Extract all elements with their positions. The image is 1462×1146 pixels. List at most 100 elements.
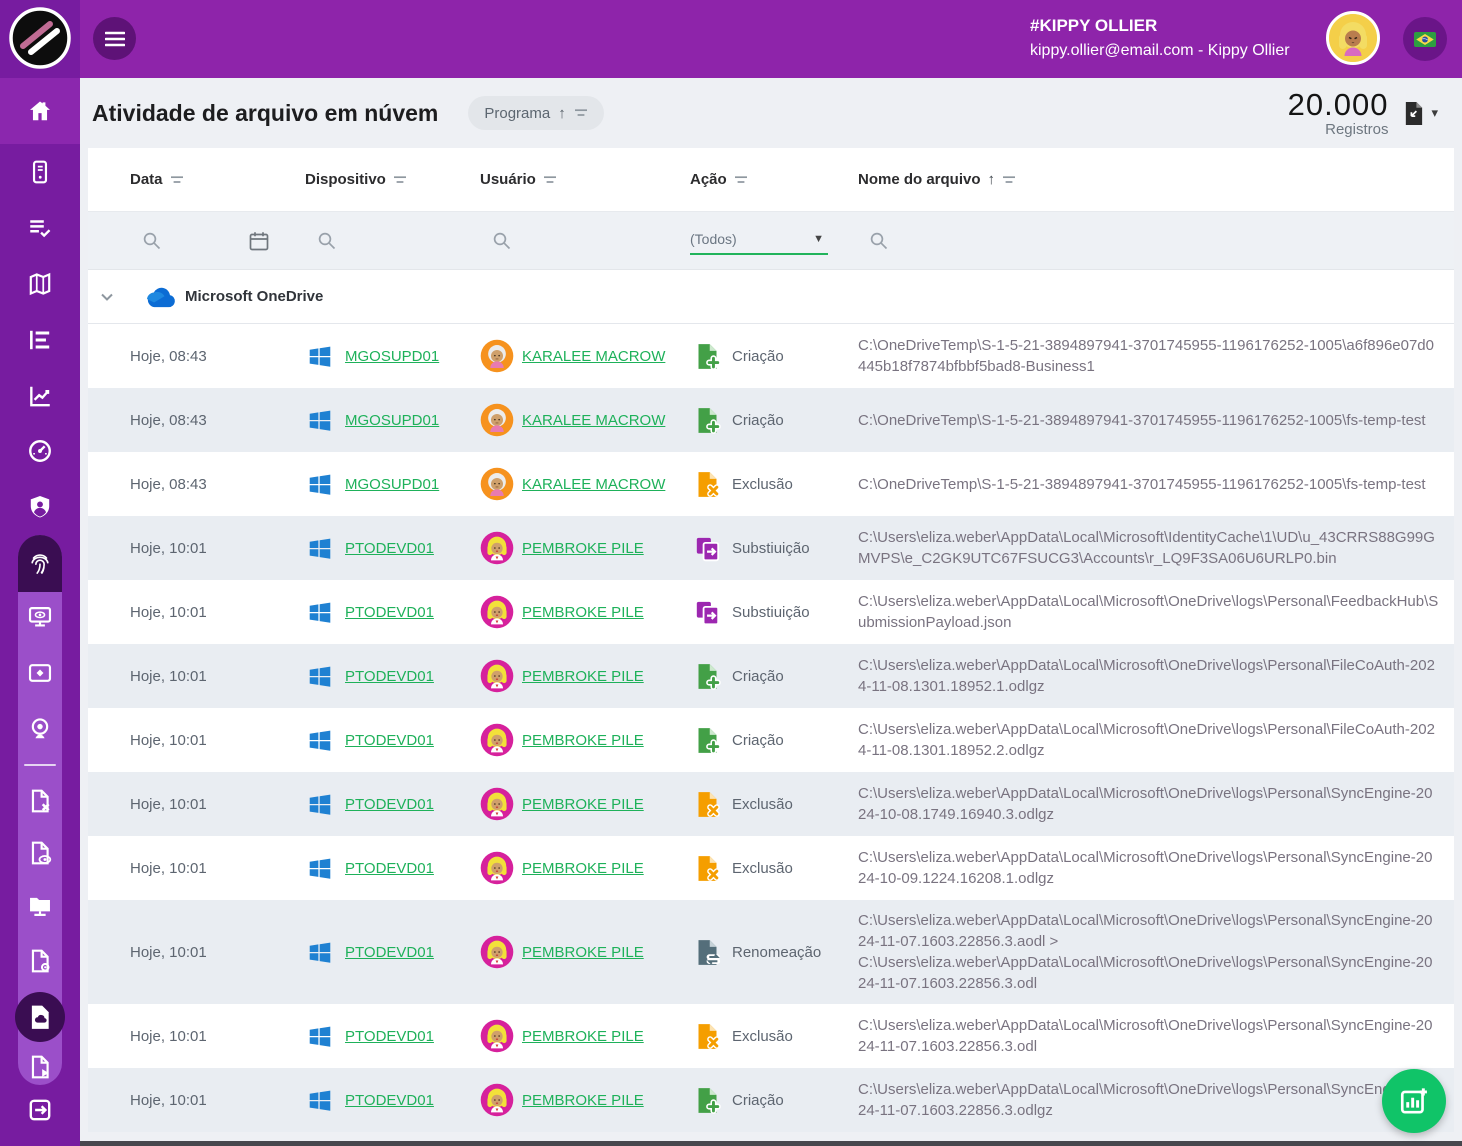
device-link[interactable]: MGOSUPD01 [345,348,439,365]
table-row[interactable]: Hoje, 10:01 PTODEVD01 PEMBROKE PILE Excl… [88,836,1454,900]
file-filter[interactable] [858,212,1454,269]
sort-asc-icon: ↑ [988,171,996,188]
user-link[interactable]: PEMBROKE PILE [522,732,644,749]
table-row[interactable]: Hoje, 10:01 PTODEVD01 PEMBROKE PILE Reno… [88,900,1454,1004]
user-link[interactable]: PEMBROKE PILE [522,860,644,877]
filter-icon[interactable] [393,175,407,185]
logout-icon [27,1097,53,1123]
sidebar-item-admin[interactable] [0,481,80,533]
user-avatar[interactable] [1326,11,1380,65]
table-row[interactable]: Hoje, 08:43 MGOSUPD01 KARALEE MACROW Cri… [88,324,1454,388]
action-filter[interactable]: (Todos)▼ [690,212,858,269]
table-row[interactable]: Hoje, 10:01 PTODEVD01 PEMBROKE PILE Excl… [88,1004,1454,1068]
chevron-down-icon[interactable] [98,288,116,306]
action-icon [694,599,721,626]
user-link[interactable]: PEMBROKE PILE [522,540,644,557]
table-row[interactable]: Hoje, 10:01 PTODEVD01 PEMBROKE PILE Subs… [88,516,1454,580]
windows-icon [307,535,333,561]
sidebar-group-fingerprint[interactable] [18,535,62,592]
search-icon[interactable] [143,232,161,250]
bottom-scrollbar[interactable] [80,1141,1462,1146]
sidebar-item-reports[interactable] [0,314,80,366]
sidebar-item-dashboard[interactable] [0,425,80,477]
device-link[interactable]: MGOSUPD01 [345,412,439,429]
sidebar-item-file-delete[interactable] [27,788,53,814]
filter-icon[interactable] [543,175,557,185]
sidebar-item-file-settings[interactable] [27,948,53,974]
device-link[interactable]: PTODEVD01 [345,860,434,877]
hamburger-icon [105,31,125,47]
date-filter[interactable] [88,212,305,269]
chevron-down-icon: ▼ [813,233,824,245]
column-header-action[interactable]: Ação [690,148,858,211]
column-header-file[interactable]: Nome do arquivo↑ [858,148,1454,211]
sidebar-item-cloud-file-activity-active[interactable] [15,992,65,1042]
sidebar-item-screenshots[interactable] [27,660,53,686]
sidebar-item-screen-monitor[interactable] [27,604,53,630]
sidebar-item-activity-log[interactable] [0,202,80,254]
device-link[interactable]: PTODEVD01 [345,1028,434,1045]
sidebar-item-map[interactable] [0,258,80,310]
user-filter[interactable] [480,212,690,269]
table-row[interactable]: Hoje, 08:43 MGOSUPD01 KARALEE MACROW Cri… [88,388,1454,452]
file-path: C:\OneDriveTemp\S-1-5-21-3894897941-3701… [858,464,1454,505]
device-filter[interactable] [305,212,480,269]
export-button[interactable]: ▾ [1402,101,1446,126]
row-date: Hoje, 08:43 [88,476,305,493]
table-row[interactable]: Hoje, 10:01 PTODEVD01 PEMBROKE PILE Excl… [88,772,1454,836]
user-link[interactable]: PEMBROKE PILE [522,944,644,961]
device-link[interactable]: PTODEVD01 [345,796,434,813]
sidebar-item-file-chart[interactable] [27,1054,53,1080]
calendar-icon[interactable] [249,231,269,251]
filter-icon[interactable] [170,175,184,185]
user-avatar-icon [480,659,514,693]
app-logo[interactable] [9,7,71,69]
brazil-flag-icon [1414,32,1436,47]
device-link[interactable]: PTODEVD01 [345,540,434,557]
user-link[interactable]: PEMBROKE PILE [522,796,644,813]
sidebar-item-devices[interactable] [0,146,80,198]
row-date: Hoje, 10:01 [88,604,305,621]
device-link[interactable]: PTODEVD01 [345,604,434,621]
column-header-date[interactable]: Data [88,148,305,211]
action-filter-select[interactable]: (Todos)▼ [690,227,828,255]
group-row-onedrive[interactable]: Microsoft OneDrive [88,270,1454,324]
device-link[interactable]: MGOSUPD01 [345,476,439,493]
device-link[interactable]: PTODEVD01 [345,944,434,961]
user-link[interactable]: KARALEE MACROW [522,412,665,429]
device-link[interactable]: PTODEVD01 [345,668,434,685]
sidebar-item-home[interactable] [0,78,80,144]
search-icon[interactable] [493,232,511,250]
user-link[interactable]: KARALEE MACROW [522,476,665,493]
user-link[interactable]: KARALEE MACROW [522,348,665,365]
table-row[interactable]: Hoje, 10:01 PTODEVD01 PEMBROKE PILE Cria… [88,708,1454,772]
user-link[interactable]: PEMBROKE PILE [522,1092,644,1109]
sidebar-item-analytics[interactable] [0,370,80,422]
table-row[interactable]: Hoje, 10:01 PTODEVD01 PEMBROKE PILE Subs… [88,580,1454,644]
account-info: #KIPPY OLLIER kippy.ollier@email.com - K… [1030,13,1290,64]
filter-icon[interactable] [734,175,748,185]
sidebar-item-file-view[interactable] [27,840,53,866]
user-link[interactable]: PEMBROKE PILE [522,668,644,685]
table-header: Data Dispositivo Usuário Ação Nome do ar… [88,148,1454,212]
user-link[interactable]: PEMBROKE PILE [522,1028,644,1045]
table-row[interactable]: Hoje, 10:01 PTODEVD01 PEMBROKE PILE Cria… [88,1068,1454,1132]
user-link[interactable]: PEMBROKE PILE [522,604,644,621]
search-icon[interactable] [870,232,888,250]
language-button[interactable] [1403,17,1447,61]
search-icon[interactable] [318,232,336,250]
sidebar-item-network-folder[interactable] [27,893,53,919]
column-header-device[interactable]: Dispositivo [305,148,480,211]
action-icon [694,727,721,754]
sidebar-item-webcam[interactable] [27,716,53,742]
table-row[interactable]: Hoje, 08:43 MGOSUPD01 KARALEE MACROW Exc… [88,452,1454,516]
table-row[interactable]: Hoje, 10:01 PTODEVD01 PEMBROKE PILE Cria… [88,644,1454,708]
sidebar-item-logout[interactable] [0,1084,80,1136]
filter-icon[interactable] [1002,175,1016,185]
menu-button[interactable] [93,17,136,60]
column-header-user[interactable]: Usuário [480,148,690,211]
add-chart-button[interactable] [1382,1069,1446,1133]
group-by-chip[interactable]: Programa ↑ [468,96,603,130]
device-link[interactable]: PTODEVD01 [345,1092,434,1109]
device-link[interactable]: PTODEVD01 [345,732,434,749]
